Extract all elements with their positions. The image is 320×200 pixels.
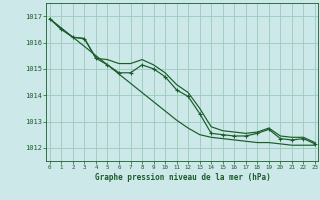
X-axis label: Graphe pression niveau de la mer (hPa): Graphe pression niveau de la mer (hPa) — [94, 173, 270, 182]
